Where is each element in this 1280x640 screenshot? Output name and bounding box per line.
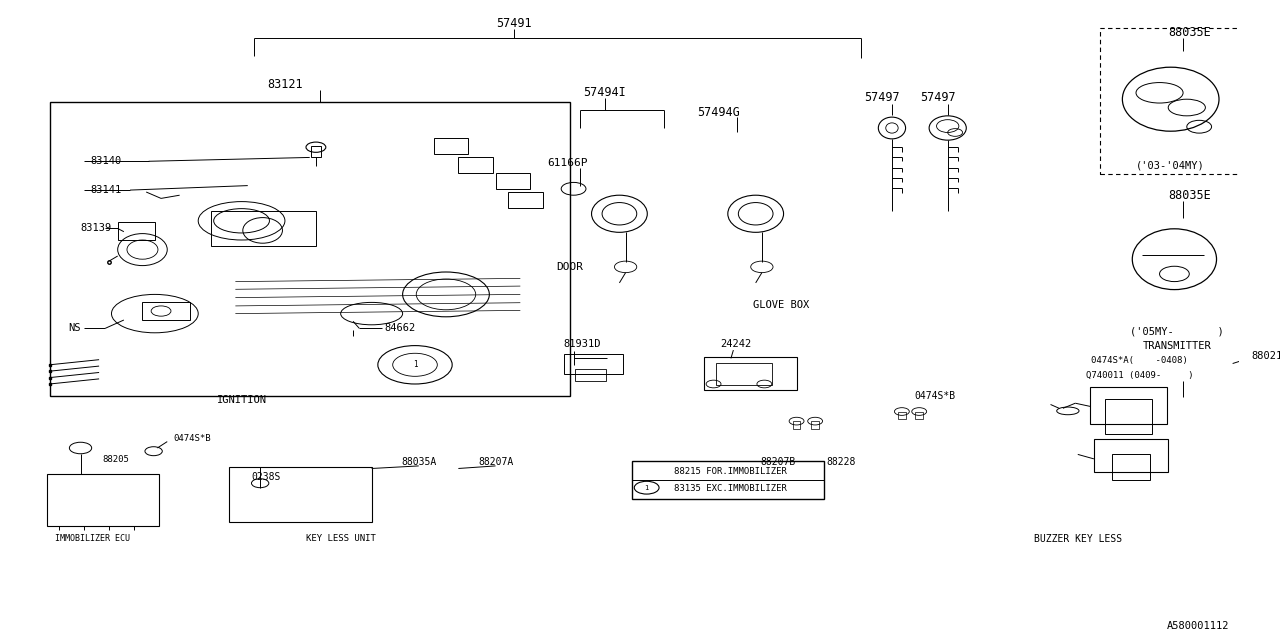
Text: ('05MY-       ): ('05MY- ) [1130, 326, 1224, 337]
Bar [142, 302, 189, 320]
Text: KEY LESS UNIT: KEY LESS UNIT [306, 534, 375, 543]
Text: BUZZER KEY LESS: BUZZER KEY LESS [1034, 534, 1121, 544]
Text: IMMOBILIZER ECU: IMMOBILIZER ECU [55, 534, 131, 543]
Text: 0238S: 0238S [252, 472, 282, 482]
Text: 84662: 84662 [384, 323, 415, 333]
Text: 1: 1 [412, 360, 417, 369]
Text: 57491: 57491 [497, 17, 532, 30]
Text: 83140: 83140 [91, 156, 122, 166]
Text: 83135 EXC.IMMOBILIZER: 83135 EXC.IMMOBILIZER [675, 484, 787, 493]
Bar [792, 421, 800, 429]
Text: 57497: 57497 [864, 91, 900, 104]
Bar [1112, 454, 1149, 480]
Text: 83141: 83141 [91, 185, 122, 195]
Text: Q740011 (0409-     ): Q740011 (0409- ) [1085, 371, 1193, 380]
Bar [229, 467, 371, 522]
Bar [458, 157, 493, 173]
Bar [812, 421, 819, 429]
Text: 81931D: 81931D [563, 339, 602, 349]
Bar [508, 192, 543, 208]
Text: 88207A: 88207A [477, 457, 513, 467]
Text: DOOR: DOOR [557, 262, 584, 272]
Bar [1100, 28, 1243, 174]
Bar [118, 222, 155, 240]
Text: 0474S*B: 0474S*B [173, 434, 211, 443]
Text: 0474S*A(    -0408): 0474S*A( -0408) [1092, 356, 1188, 365]
Bar [434, 138, 468, 154]
Bar [704, 357, 796, 390]
Text: 88035E: 88035E [1167, 189, 1211, 202]
Bar [632, 461, 824, 499]
Text: TRANSMITTER: TRANSMITTER [1143, 340, 1211, 351]
Text: NS: NS [68, 323, 81, 333]
Bar [915, 412, 923, 419]
Text: IGNITION: IGNITION [216, 395, 266, 405]
Bar [575, 369, 605, 381]
Text: 57494I: 57494I [584, 86, 626, 99]
Bar [563, 354, 623, 374]
Text: 88207B: 88207B [760, 457, 796, 467]
Bar [1094, 439, 1169, 472]
Text: 88035E: 88035E [1167, 26, 1211, 38]
Text: 88205: 88205 [102, 455, 129, 464]
Bar [716, 363, 772, 385]
Text: 83139: 83139 [81, 223, 111, 234]
Bar [495, 173, 530, 189]
Bar [1091, 387, 1167, 424]
Text: 57497: 57497 [920, 91, 956, 104]
Text: 88215 FOR.IMMOBILIZER: 88215 FOR.IMMOBILIZER [675, 467, 787, 476]
Bar [211, 211, 316, 246]
Text: 24242: 24242 [721, 339, 751, 349]
Text: ('03-'04MY): ('03-'04MY) [1137, 160, 1204, 170]
Bar [50, 102, 570, 396]
Bar [311, 146, 321, 157]
Text: 83121: 83121 [268, 78, 303, 91]
Text: 0474S*B: 0474S*B [915, 390, 956, 401]
Text: 88035A: 88035A [401, 457, 436, 467]
Text: 88228: 88228 [827, 457, 856, 467]
Text: GLOVE BOX: GLOVE BOX [753, 300, 809, 310]
Bar [1105, 399, 1152, 434]
Text: 57494G: 57494G [698, 106, 740, 118]
Text: 1: 1 [645, 484, 649, 491]
Text: 61166P: 61166P [547, 158, 588, 168]
Bar [899, 412, 905, 419]
Bar [47, 474, 159, 526]
Text: 88021: 88021 [1252, 351, 1280, 362]
Text: A580001112: A580001112 [1166, 621, 1229, 631]
